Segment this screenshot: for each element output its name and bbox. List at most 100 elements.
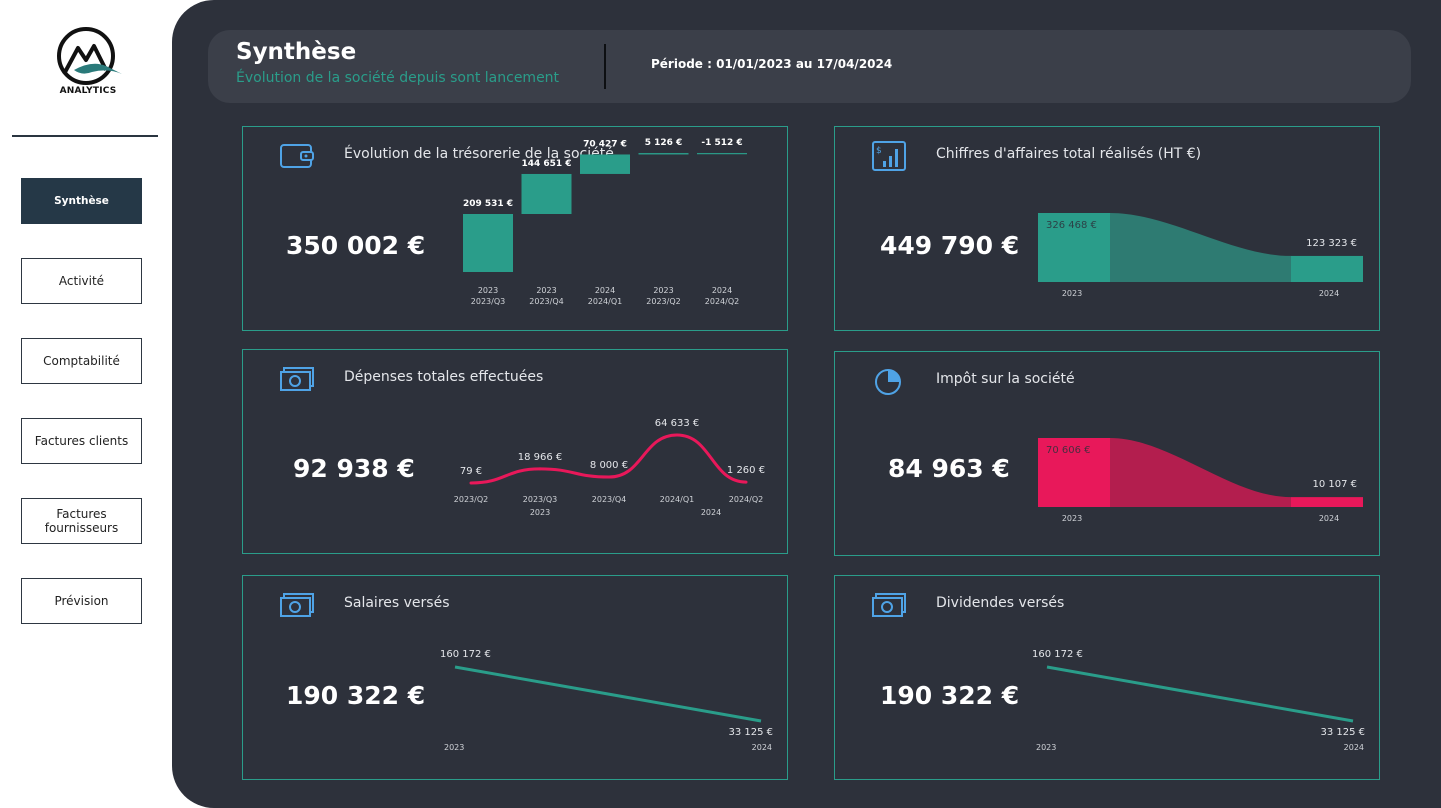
- quarter-tick-label: 2024/Q1: [588, 297, 622, 306]
- series-line: [1046, 665, 1354, 723]
- tresorerie-waterfall-chart: 209 531 € 2023 2023/Q3 144 651 € 2023 2023/Q4…: [463, 138, 747, 306]
- sidebar-item-factures-fournisseurs[interactable]: Factures fournisseurs: [21, 498, 142, 544]
- cash-icon: [280, 367, 314, 391]
- sidebar-divider: [12, 135, 158, 137]
- area-bar: [1038, 438, 1110, 507]
- quarter-tick-label: 2023/Q2: [646, 297, 680, 306]
- quarter-tick-label: 2023/Q4: [529, 297, 563, 306]
- wallet-icon: [280, 144, 314, 168]
- card-value: 84 963 €: [888, 454, 1010, 483]
- sidebar-item-factures-clients[interactable]: Factures clients: [21, 418, 142, 464]
- series-line: [470, 433, 747, 485]
- sidebar-item-activite[interactable]: Activité: [21, 258, 142, 304]
- salaires-line-chart: 160 172 € 33 125 € 2023 2024: [440, 649, 773, 752]
- cash-icon: [280, 593, 314, 617]
- cash-icon: [872, 593, 906, 617]
- data-point: [469, 481, 473, 485]
- page-title: Synthèse: [236, 39, 357, 65]
- data-label: 18 966 €: [518, 452, 563, 463]
- year-tick-label: 2024: [712, 286, 732, 295]
- card-title: Dividendes versés: [936, 595, 1065, 611]
- card-value: 350 002 €: [286, 231, 426, 260]
- data-label: 79 €: [460, 466, 482, 477]
- year-tick-label: 2023: [530, 508, 550, 517]
- x-tick-label: 2024: [1319, 289, 1339, 298]
- depenses-line-chart: 79 € 2023/Q2 18 966 € 2023/Q3 8 000 € 2023/Q4…: [454, 418, 765, 517]
- year-tick-label: 2024: [595, 286, 615, 295]
- card-tresorerie: Évolution de la trésorerie de la société…: [242, 126, 788, 331]
- data-label: 33 125 €: [1320, 727, 1365, 738]
- data-label: -1 512 €: [701, 138, 742, 148]
- year-tick-label: 2023: [653, 286, 673, 295]
- card-title: Impôt sur la société: [936, 371, 1075, 387]
- quarter-tick-label: 2024/Q1: [660, 495, 694, 504]
- card-salaires: Salaires versés 190 322 € 160 172 € 33 12…: [242, 575, 788, 780]
- data-label: 160 172 €: [440, 649, 491, 660]
- data-label: 10 107 €: [1312, 479, 1357, 490]
- data-point: [538, 467, 542, 471]
- main-panel: Synthèse Évolution de la société depuis …: [172, 0, 1441, 808]
- company-logo: ANALYTICS: [48, 26, 128, 102]
- sidebar-item-prevision[interactable]: Prévision: [21, 578, 142, 624]
- waterfall-bar: [580, 154, 630, 174]
- x-tick-label: 2023: [1062, 289, 1082, 298]
- quarter-tick-label: 2023/Q3: [471, 297, 505, 306]
- area-bar: [1291, 497, 1363, 507]
- x-tick-label: 2024: [1319, 514, 1339, 523]
- x-tick-label: 2023: [1062, 514, 1082, 523]
- area-bar: [1291, 255, 1363, 282]
- mountain-logo-icon: [57, 27, 122, 85]
- card-value: 190 322 €: [286, 681, 426, 710]
- area-ribbon: [1110, 438, 1291, 507]
- waterfall-bar: [697, 153, 747, 155]
- ca-area-chart: 326 468 € 123 323 € 2023 2024: [1038, 213, 1363, 298]
- bar-chart-icon: $: [872, 141, 906, 171]
- svg-text:$: $: [876, 146, 882, 156]
- area-bar: [1038, 213, 1110, 282]
- year-tick-label: 2023: [478, 286, 498, 295]
- card-chiffre-affaires: $ Chiffres d'affaires total réalisés (HT…: [834, 126, 1380, 331]
- x-tick-label: 2024: [1344, 743, 1364, 752]
- data-label: 209 531 €: [463, 199, 513, 209]
- period-label: Période : 01/01/2023 au 17/04/2024: [651, 57, 893, 71]
- data-label: 144 651 €: [521, 159, 571, 169]
- quarter-tick-label: 2023/Q2: [454, 495, 488, 504]
- quarter-tick-label: 2024/Q2: [729, 495, 763, 504]
- data-label: 70 606 €: [1046, 445, 1091, 456]
- data-label: 123 323 €: [1306, 238, 1357, 249]
- series-line: [454, 665, 762, 723]
- quarter-tick-label: 2023/Q3: [523, 495, 557, 504]
- data-point: [607, 475, 611, 479]
- sidebar-item-synthese[interactable]: Synthèse: [21, 178, 142, 224]
- x-tick-label: 2024: [752, 743, 772, 752]
- waterfall-bar: [521, 173, 572, 214]
- card-depenses: Dépenses totales effectuées 92 938 € 79 …: [242, 349, 788, 554]
- data-label: 160 172 €: [1032, 649, 1083, 660]
- impot-area-chart: 70 606 € 10 107 € 2023 2024: [1038, 438, 1363, 523]
- card-title: Dépenses totales effectuées: [344, 369, 544, 385]
- waterfall-bar: [463, 214, 513, 272]
- card-value: 190 322 €: [880, 681, 1020, 710]
- year-tick-label: 2023: [536, 286, 556, 295]
- x-tick-label: 2023: [444, 743, 464, 752]
- data-label: 64 633 €: [655, 418, 700, 429]
- sidebar: ANALYTICS Synthèse Activité Comptabilité…: [0, 0, 172, 808]
- quarter-tick-label: 2023/Q4: [592, 495, 626, 504]
- area-ribbon: [1110, 213, 1291, 282]
- sidebar-item-comptabilite[interactable]: Comptabilité: [21, 338, 142, 384]
- card-title: Salaires versés: [344, 595, 450, 611]
- quarter-tick-label: 2024/Q2: [705, 297, 739, 306]
- card-impot: Impôt sur la société 84 963 € 70 606 € 10…: [834, 351, 1380, 556]
- waterfall-bar: [638, 153, 689, 155]
- logo-text: ANALYTICS: [59, 86, 117, 96]
- dividendes-line-chart: 160 172 € 33 125 € 2023 2024: [1032, 649, 1365, 752]
- data-label: 8 000 €: [590, 460, 628, 471]
- data-label: 1 260 €: [727, 465, 765, 476]
- data-label: 70 427 €: [583, 139, 627, 149]
- card-value: 449 790 €: [880, 231, 1020, 260]
- page-subtitle: Évolution de la société depuis sont lanc…: [236, 70, 560, 86]
- data-label: 326 468 €: [1046, 220, 1097, 231]
- card-title: Évolution de la trésorerie de la société: [344, 146, 614, 162]
- data-point: [675, 433, 679, 437]
- year-tick-label: 2024: [701, 508, 721, 517]
